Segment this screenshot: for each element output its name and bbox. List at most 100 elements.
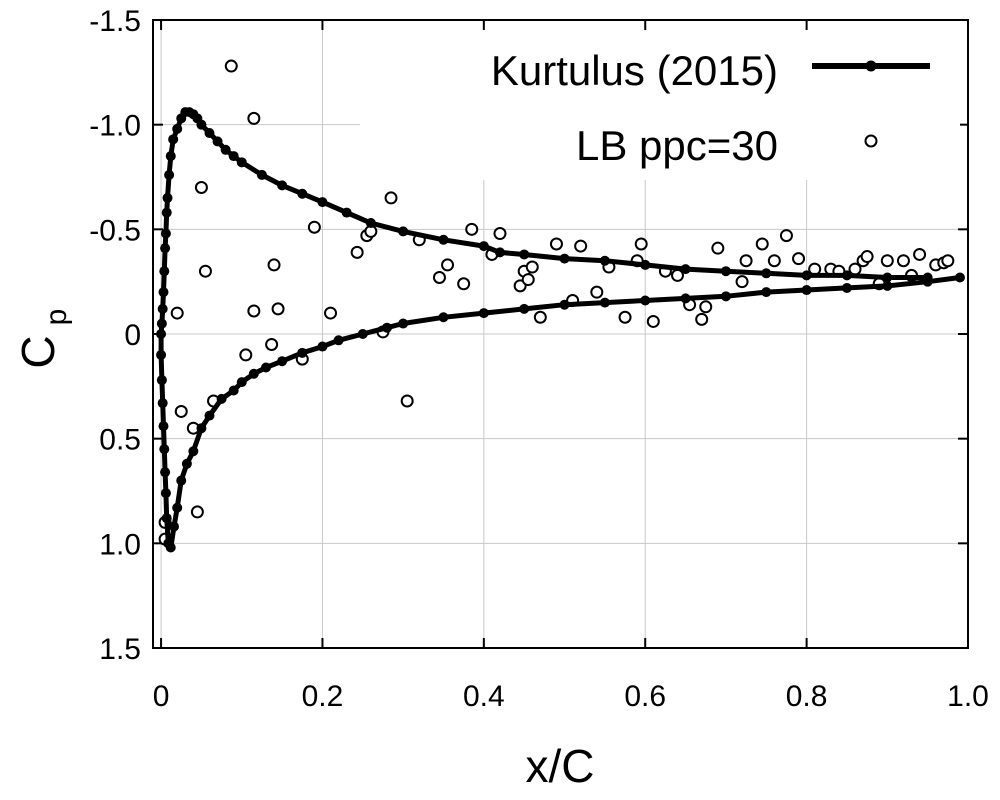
lb-data-point	[590, 285, 604, 299]
y-tick-label: -1.0	[89, 110, 141, 143]
kurtulus-data-point	[160, 488, 171, 499]
kurtulus-data-point	[640, 259, 651, 270]
y-tick-label: 1.5	[99, 633, 141, 666]
x-tick-label: 0.8	[786, 680, 828, 713]
kurtulus-data-point	[168, 134, 179, 145]
lb-data-point	[224, 59, 238, 73]
kurtulus-data-point	[841, 282, 852, 293]
kurtulus-data-point	[761, 287, 772, 298]
kurtulus-data-point	[156, 375, 167, 386]
kurtulus-data-point	[317, 341, 328, 352]
kurtulus-data-point	[519, 249, 530, 260]
x-tick-label: 0.2	[302, 680, 344, 713]
kurtulus-data-point	[365, 218, 376, 229]
lb-data-point	[574, 239, 588, 253]
kurtulus-data-point	[168, 521, 179, 532]
kurtulus-data-point	[159, 266, 170, 277]
kurtulus-data-point	[228, 151, 239, 162]
lb-data-point	[350, 245, 364, 259]
kurtulus-data-point	[599, 255, 610, 266]
kurtulus-data-point	[559, 299, 570, 310]
kurtulus-data-point	[398, 226, 409, 237]
y-tick-label: -0.5	[89, 214, 141, 247]
kurtulus-data-point	[160, 467, 171, 478]
kurtulus-data-point	[599, 297, 610, 308]
kurtulus-data-point	[164, 169, 175, 180]
y-axis-title-subscript: p	[40, 309, 73, 326]
lb-data-point	[384, 191, 398, 205]
kurtulus-data-point	[922, 276, 933, 287]
kurtulus-data-point	[161, 513, 172, 524]
lb-data-point	[265, 337, 279, 351]
x-tick-label: 0.4	[463, 680, 505, 713]
kurtulus-data-point	[357, 329, 368, 339]
kurtulus-data-point	[181, 458, 192, 469]
lb-data-point	[618, 310, 632, 324]
y-axis-ticks: -1.5 -1.0 -0.5 0 0.5 1.0 1.5	[89, 5, 968, 666]
lb-data-point	[432, 270, 446, 284]
lb-data-point	[521, 273, 535, 287]
kurtulus-data-point	[216, 393, 227, 404]
kurtulus-data-point	[157, 398, 168, 409]
kurtulus-data-point	[212, 136, 223, 147]
kurtulus-data-point	[172, 123, 183, 134]
lb-data-point	[465, 222, 479, 236]
kurtulus-data-point	[158, 421, 169, 432]
lb-data-point	[711, 241, 725, 255]
lb-data-point	[896, 254, 910, 268]
kurtulus-data-point	[680, 293, 691, 304]
kurtulus-data-point	[220, 144, 231, 155]
lb-data-point	[493, 227, 507, 241]
kurtulus-data-point	[204, 128, 215, 139]
y-axis-title: C p	[12, 309, 73, 369]
kurtulus-data-point	[761, 268, 772, 279]
kurtulus-data-point	[160, 228, 171, 239]
lb-data-point	[646, 314, 660, 328]
y-tick-label: 0.5	[99, 424, 141, 457]
lb-data-point	[324, 306, 338, 320]
kurtulus-data-point	[801, 270, 812, 281]
legend-label-kurtulus: Kurtulus (2015)	[491, 47, 778, 94]
legend-background	[360, 30, 960, 180]
lb-data-point	[441, 258, 455, 272]
x-tick-label: 0.6	[624, 680, 666, 713]
legend-marker-lb	[864, 134, 878, 148]
kurtulus-data-point	[680, 264, 691, 275]
kurtulus-data-point	[157, 303, 168, 314]
kurtulus-data-point	[236, 377, 247, 388]
kurtulus-data-point	[720, 291, 731, 302]
kurtulus-data-point	[478, 241, 489, 252]
y-tick-label: -1.5	[89, 5, 141, 38]
kurtulus-data-point	[176, 475, 187, 486]
kurtulus-data-point	[162, 192, 173, 203]
kurtulus-data-point	[277, 180, 288, 191]
lb-data-point	[634, 237, 648, 251]
lb-data-point	[198, 264, 212, 278]
lb-data-point	[307, 220, 321, 234]
lb-data-point	[779, 229, 793, 243]
kurtulus-data-point	[172, 502, 183, 513]
lb-data-point	[767, 254, 781, 268]
kurtulus-data-point	[559, 253, 570, 264]
kurtulus-data-point	[341, 207, 352, 218]
kurtulus-data-point	[176, 113, 187, 124]
lb-data-point	[457, 277, 471, 291]
kurtulus-data-point	[519, 303, 530, 314]
kurtulus-data-point	[256, 169, 267, 180]
lb-data-point	[792, 252, 806, 266]
kurtulus-data-point	[248, 368, 259, 379]
lb-data-point	[194, 180, 208, 194]
kurtulus-data-point	[438, 312, 449, 323]
legend-label-lb: LB ppc=30	[576, 122, 778, 169]
lb-data-point	[190, 505, 204, 519]
y-axis-title-main: C	[12, 335, 64, 368]
lb-data-point	[941, 254, 955, 268]
kurtulus-data-point	[196, 423, 207, 434]
lb-data-point	[880, 254, 894, 268]
kurtulus-data-point	[478, 308, 489, 319]
kurtulus-data-point	[228, 385, 239, 396]
kurtulus-data-point	[317, 197, 328, 208]
lb-data-point	[860, 250, 874, 264]
lb-data-point	[247, 111, 261, 125]
